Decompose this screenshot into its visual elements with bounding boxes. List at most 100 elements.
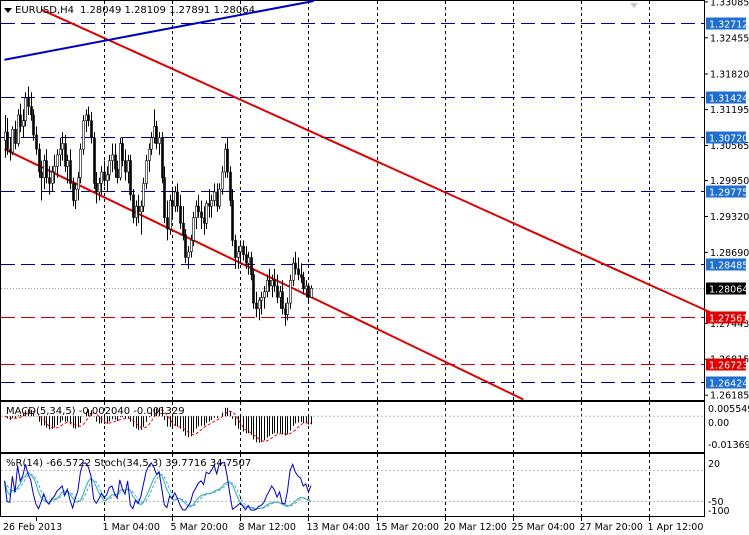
candle-body	[74, 188, 77, 201]
symbol-header: EURUSD,H4	[15, 5, 74, 16]
candle-body	[145, 160, 148, 184]
level-tag	[706, 258, 746, 271]
candle-body	[190, 240, 193, 253]
candle-body	[111, 154, 114, 161]
candle-body	[17, 114, 20, 144]
candle-body	[292, 262, 295, 281]
oscillator-label: %R(14) -66.5722 Stoch(34,5,3) 39.7716 34…	[6, 458, 251, 469]
candles	[4, 86, 313, 326]
candle-body	[90, 120, 93, 139]
stoch-signal-line	[4, 473, 312, 510]
level-tag-label: 1.26424	[709, 379, 748, 390]
candle-body	[179, 205, 182, 224]
candle-body	[61, 143, 64, 150]
candle-body	[106, 174, 109, 181]
macd-signal-line	[4, 409, 312, 442]
candle-body	[307, 285, 310, 298]
time-label: 20 Mar 12:00	[444, 522, 507, 533]
candle-body	[30, 106, 33, 116]
candle-body	[14, 128, 17, 144]
level-tag-label: 1.28485	[709, 261, 748, 272]
candle-body	[95, 183, 98, 193]
level-tags: 1.32712 1.31424 1.30720 1.29775 1.28485 1.275…	[706, 17, 748, 390]
candle-body	[310, 287, 313, 298]
candle-body	[273, 279, 276, 287]
price-tick-label: 1.28690	[710, 248, 749, 259]
candle-body	[205, 203, 208, 224]
wpr-line	[4, 462, 312, 511]
candle-body	[268, 279, 271, 287]
candle-body	[161, 137, 164, 179]
candle-body	[182, 223, 185, 236]
oscillator-lines	[1, 462, 704, 511]
candle-body	[192, 217, 195, 241]
vertical-grid	[104, 1, 650, 516]
candle-body	[66, 160, 69, 167]
time-label: 26 Feb 2013	[3, 522, 62, 533]
candle-body	[242, 245, 245, 255]
candle-body	[255, 302, 258, 310]
level-tag-label: 1.30720	[709, 134, 748, 145]
candle-body	[19, 114, 22, 127]
time-label: 25 Mar 04:00	[512, 522, 575, 533]
candle-body	[169, 200, 172, 230]
panel-borders	[0, 0, 705, 517]
candle-body	[77, 177, 80, 190]
candle-body	[163, 177, 166, 218]
price-tick-label: 1.26185	[710, 391, 749, 402]
candle-body	[260, 297, 263, 301]
time-label: 1 Mar 04:00	[103, 522, 160, 533]
trend-line-upper-channel	[40, 8, 734, 324]
candle-body	[150, 137, 153, 150]
dropdown-triangle-icon[interactable]	[4, 8, 12, 13]
price-tick-label: 1.27443	[710, 319, 749, 330]
macd-panel-border	[0, 401, 705, 453]
candle-body	[108, 160, 111, 176]
oscillator-panel-border	[0, 453, 705, 517]
trend-line-lower-channel	[4, 148, 524, 401]
candle-body	[100, 171, 103, 184]
trend-lines	[4, 0, 734, 401]
candle-body	[69, 160, 72, 184]
candle-body	[281, 291, 284, 310]
level-tag-label: 1.31424	[709, 94, 748, 105]
candle-body	[210, 200, 213, 207]
candle-body	[158, 137, 161, 144]
candle-body	[85, 114, 88, 121]
candle-body	[252, 274, 255, 304]
candle-body	[263, 291, 266, 298]
candle-body	[119, 143, 122, 179]
level-tag	[706, 358, 746, 371]
level-tag	[706, 185, 746, 198]
candle-body	[166, 217, 169, 230]
price-tick-label: 1.29320	[710, 212, 749, 223]
candle-body	[142, 183, 145, 207]
candle-body	[79, 148, 82, 178]
candle-body	[87, 114, 90, 121]
macd-tick-zero: 0.00	[708, 418, 729, 429]
price-tick-label: 1.32455	[710, 33, 749, 44]
horizontal-levels	[1, 23, 704, 383]
time-label: 1 Apr 12:00	[648, 522, 704, 533]
candle-body	[208, 203, 211, 207]
candle-body	[56, 154, 59, 167]
candle-body	[187, 251, 190, 258]
candle-body	[4, 131, 7, 141]
level-tag	[706, 376, 746, 389]
price-tick-label: 1.30565	[710, 141, 749, 152]
level-tag	[706, 91, 746, 104]
candle-body	[140, 205, 143, 213]
candle-body	[153, 126, 156, 139]
level-tag	[706, 311, 746, 324]
candle-body	[132, 194, 135, 218]
candle-body	[297, 268, 300, 275]
candle-body	[59, 148, 62, 156]
candle-body	[53, 166, 56, 173]
candle-body	[127, 160, 130, 173]
candle-body	[64, 143, 67, 167]
candle-body	[22, 120, 25, 127]
candle-body	[245, 254, 248, 264]
candle-body	[216, 191, 219, 207]
